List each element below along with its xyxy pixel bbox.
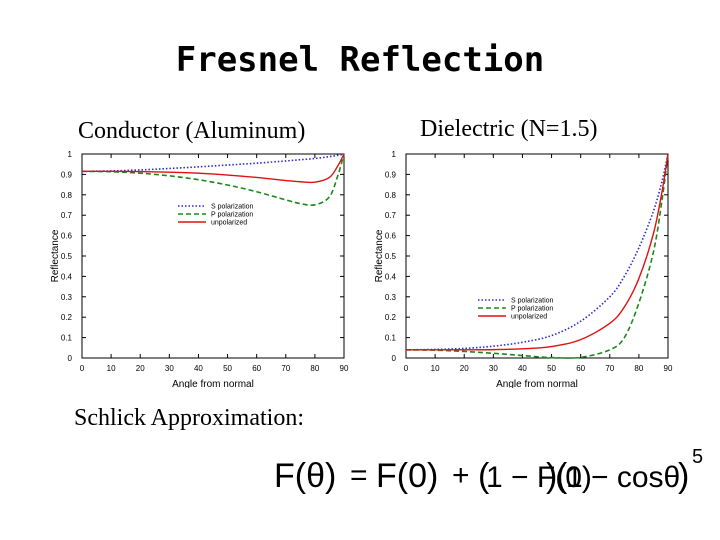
chart0-ytick-label: 0.7 [61, 211, 73, 220]
chart1-legend-label: S polarization [511, 298, 554, 305]
conductor-heading: Conductor (Aluminum) [78, 118, 306, 144]
chart1-xlabel: Angle from normal [496, 379, 578, 388]
chart0-xlabel: Angle from normal [172, 379, 254, 388]
chart1-xtick-label: 50 [547, 364, 556, 373]
chart1-ytick-label: 0 [392, 354, 397, 363]
chart1-ytick-label: 0.9 [385, 170, 397, 179]
chart0-ytick-label: 0.3 [61, 293, 73, 302]
chart0-ylabel: Reflectance [50, 229, 61, 282]
chart0-legend-label: unpolarized [211, 220, 247, 227]
chart0-ytick-label: 0.6 [61, 232, 73, 241]
formula-lhs: F(θ) [274, 457, 336, 495]
chart0-ytick-label: 0.5 [61, 252, 73, 261]
chart1-ylabel: Reflectance [374, 229, 385, 282]
schlick-label: Schlick Approximation: [74, 405, 304, 431]
chart0-xtick-label: 50 [223, 364, 232, 373]
chart0-series-p-polarization-line [81, 153, 345, 206]
formula-paren-close-2: ) [678, 457, 689, 495]
chart0-ytick-label: 0.8 [61, 191, 73, 200]
chart1-ytick-label: 0.2 [385, 313, 397, 322]
chart0-xtick-label: 70 [281, 364, 290, 373]
chart1-plot-frame [405, 153, 669, 359]
chart0-xtick-label: 20 [136, 364, 145, 373]
chart0-ytick-label: 0.9 [61, 170, 73, 179]
chart0-plot-frame [81, 153, 345, 359]
chart0-xtick-label: 10 [107, 364, 116, 373]
formula-one-minus-cos: 1 − cosθ [566, 461, 680, 494]
conductor-chart: 0 10 20 30 40 50 60 70 80 90 0 0.1 0.2 0.3 0.4 0.5 0.6 0.… [50, 150, 349, 388]
chart1-ytick-label: 0.5 [385, 252, 397, 261]
chart0-ytick-label: 1 [68, 150, 73, 159]
chart1-series-s-polarization-line [405, 153, 669, 351]
slide-title: Fresnel Reflection [175, 40, 545, 80]
chart1-xtick-label: 90 [664, 364, 673, 373]
formula-plus: + [452, 459, 470, 492]
schlick-formula: F(θ) = F(0) + ( 1 − F(0) ) ( 1 − cosθ ) … [274, 446, 703, 495]
formula-f0: F(0) [376, 457, 438, 495]
chart1-ytick-label: 0.8 [385, 191, 397, 200]
chart1-ytick-label: 0.4 [385, 272, 397, 281]
chart1-legend-label: unpolarized [511, 314, 547, 321]
chart0-xtick-label: 0 [80, 364, 85, 373]
chart0-xtick-label: 30 [165, 364, 174, 373]
chart1-series-p-polarization-line [405, 153, 669, 359]
chart1-xtick-label: 30 [489, 364, 498, 373]
formula-one-minus-f0: 1 − F(0) [486, 461, 592, 494]
chart0-series-unpolarized-line [81, 153, 345, 184]
chart0-xtick-label: 40 [194, 364, 203, 373]
formula-paren-close: ) [546, 457, 557, 495]
chart0-ytick-label: 0.1 [61, 334, 73, 343]
chart1-series-unpolarized-line [406, 153, 669, 351]
chart0-legend-label: P polarization [211, 212, 253, 219]
formula-paren-open: ( [478, 457, 490, 495]
chart0-ytick-label: 0 [68, 354, 73, 363]
formula-paren-open-2: ( [556, 457, 568, 495]
dielectric-heading: Dielectric (N=1.5) [420, 116, 598, 142]
chart0-legend-label: S polarization [211, 204, 254, 211]
chart1-xtick-label: 40 [518, 364, 527, 373]
chart0-ytick-label: 0.4 [61, 272, 73, 281]
chart1-xtick-label: 20 [460, 364, 469, 373]
dielectric-chart: 0 10 20 30 40 50 60 70 80 90 0 0.1 0.2 0.3 0.4 0.5 0.6 0.… [374, 150, 673, 388]
chart1-ytick-label: 0.7 [385, 211, 397, 220]
chart1-xtick-label: 70 [605, 364, 614, 373]
formula-exponent: 5 [692, 446, 703, 468]
chart1-xtick-label: 10 [431, 364, 440, 373]
chart1-ytick-label: 0.1 [385, 334, 397, 343]
chart1-ytick-label: 1 [392, 150, 397, 159]
chart0-xtick-label: 60 [252, 364, 261, 373]
chart1-xtick-label: 60 [576, 364, 585, 373]
chart1-ytick-label: 0.3 [385, 293, 397, 302]
chart0-ytick-label: 0.2 [61, 313, 73, 322]
chart0-xtick-label: 80 [310, 364, 319, 373]
chart1-xtick-label: 0 [404, 364, 409, 373]
formula-equals: = [350, 459, 368, 492]
chart1-legend-label: P polarization [511, 306, 553, 313]
chart0-series-s-polarization-line [81, 153, 345, 173]
chart0-xtick-label: 90 [340, 364, 349, 373]
chart1-xtick-label: 80 [634, 364, 643, 373]
chart1-ytick-label: 0.6 [385, 232, 397, 241]
